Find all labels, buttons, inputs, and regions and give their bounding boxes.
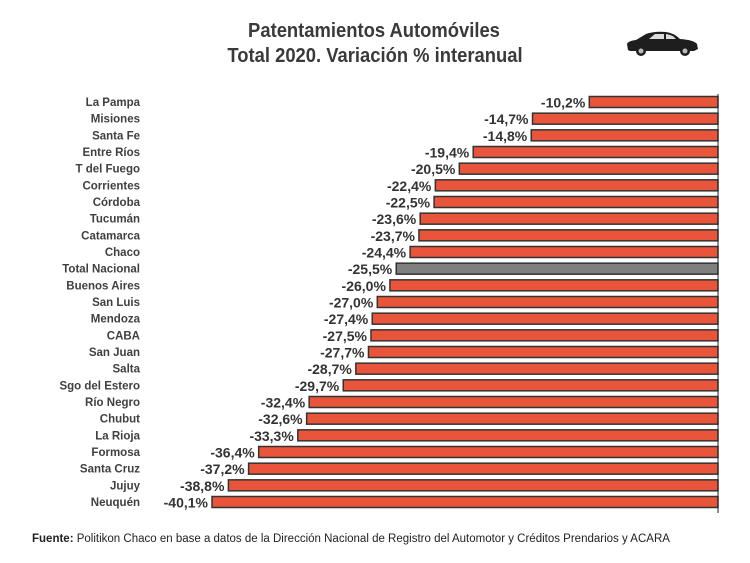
category-label: Buenos Aires	[66, 280, 140, 292]
bar	[409, 245, 719, 259]
data-label: -19,4%	[425, 145, 470, 161]
bar	[355, 362, 719, 375]
bar	[342, 379, 719, 392]
category-label: La Rioja	[95, 430, 140, 442]
data-label: -22,5%	[386, 195, 431, 211]
bar	[367, 345, 719, 359]
category-label: Formosa	[91, 447, 140, 459]
category-label: Entre Ríos	[82, 147, 140, 159]
category-label: Total Nacional	[62, 264, 140, 276]
bar	[247, 462, 719, 475]
category-label: San Juan	[89, 347, 140, 359]
bar	[371, 312, 719, 325]
category-label: Jujuy	[110, 480, 141, 492]
data-label: -40,1%	[164, 495, 209, 511]
category-label: CABA	[107, 330, 140, 342]
data-label: -24,4%	[362, 245, 407, 261]
bar	[434, 179, 719, 192]
category-label: Tucumán	[90, 214, 140, 226]
source-label: Fuente:	[32, 533, 74, 545]
data-label: -33,3%	[249, 428, 294, 444]
category-label: Sgo del Estero	[59, 380, 140, 392]
category-label: Misiones	[91, 114, 140, 126]
bar	[531, 112, 719, 125]
bar	[227, 479, 719, 492]
bar	[419, 212, 719, 225]
category-label: La Pampa	[86, 97, 141, 109]
data-label: -38,8%	[180, 478, 225, 494]
category-label: Corrientes	[82, 180, 140, 192]
bar	[472, 145, 719, 159]
data-label: -22,4%	[387, 178, 432, 194]
category-label: Catamarca	[81, 230, 140, 242]
bar	[305, 412, 719, 425]
bar	[389, 279, 719, 292]
category-label: T del Fuego	[75, 164, 140, 176]
category-label: Santa Fe	[92, 130, 140, 142]
category-label: Chubut	[100, 414, 140, 426]
data-label: -29,7%	[295, 378, 340, 394]
bar	[297, 429, 719, 442]
data-label: -20,5%	[411, 161, 456, 177]
bar	[257, 445, 719, 459]
data-label: -28,7%	[307, 361, 352, 377]
category-label: Santa Cruz	[80, 464, 140, 476]
category-label: Chaco	[105, 247, 140, 259]
data-label: -23,7%	[371, 228, 416, 244]
bar	[418, 229, 719, 242]
data-label: -27,4%	[324, 311, 369, 327]
bar-total-nacional	[395, 262, 719, 275]
data-label: -27,0%	[329, 295, 374, 311]
data-label: -32,4%	[261, 395, 306, 411]
category-label: Salta	[113, 364, 141, 376]
bar	[458, 162, 719, 175]
category-label: San Luis	[92, 297, 140, 309]
source-text: Politikon Chaco en base a datos de la Di…	[73, 533, 670, 545]
source-note: Fuente: Politikon Chaco en base a datos …	[32, 533, 670, 545]
bar	[308, 395, 719, 409]
data-label: -37,2%	[200, 461, 245, 477]
data-label: -14,7%	[484, 111, 529, 127]
bar	[370, 329, 719, 342]
data-label: -27,5%	[323, 328, 368, 344]
category-label: Córdoba	[93, 197, 141, 209]
bar	[211, 495, 719, 509]
data-label: -32,6%	[258, 411, 303, 427]
category-label: Río Negro	[85, 397, 140, 409]
bar	[433, 195, 719, 209]
data-label: -27,7%	[320, 345, 365, 361]
data-label: -23,6%	[372, 211, 417, 227]
data-label: -36,4%	[210, 445, 255, 461]
data-label: -14,8%	[483, 128, 528, 144]
category-label: Mendoza	[91, 314, 141, 326]
bar	[530, 129, 719, 142]
chart-title: Patentamientos Automóviles	[248, 20, 500, 42]
category-label: Neuquén	[91, 497, 140, 509]
bar	[376, 295, 719, 309]
chart-subtitle: Total 2020. Variación % interanual	[227, 45, 523, 67]
data-label: -10,2%	[541, 95, 586, 111]
data-label: -25,5%	[348, 261, 393, 277]
car-icon	[627, 31, 698, 56]
data-label: -26,0%	[342, 278, 387, 294]
bar	[588, 95, 719, 109]
